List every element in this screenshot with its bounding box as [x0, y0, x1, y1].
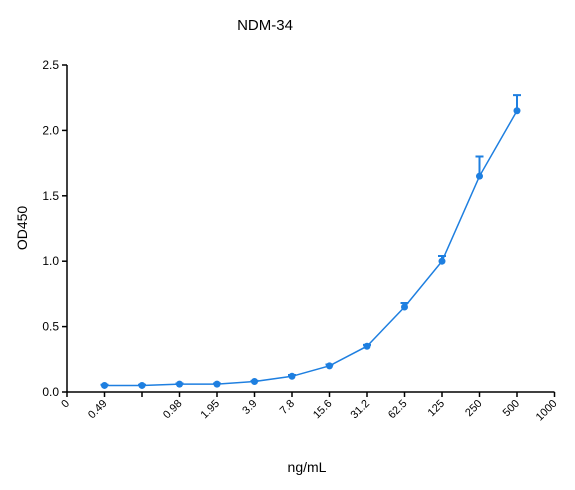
- x-tick-label: 0.49: [86, 398, 110, 422]
- data-point: [438, 257, 446, 265]
- x-tick-label: 250: [463, 398, 484, 419]
- chart-title: NDM-34: [237, 17, 293, 34]
- x-tick-label: 1000: [534, 398, 560, 424]
- data-point: [476, 172, 483, 180]
- data-point: [213, 380, 221, 388]
- series-line: [104, 110, 518, 387]
- y-tick-label: 0.5: [42, 320, 59, 334]
- y-tick-label: 1.5: [42, 189, 59, 203]
- y-axis-label: OD450: [14, 206, 30, 251]
- data-point: [326, 362, 333, 370]
- data-point: [363, 342, 371, 350]
- x-axis-label: ng/mL: [288, 459, 327, 475]
- y-tick-label: 1.0: [42, 254, 59, 268]
- data-point: [176, 380, 183, 388]
- data-point: [288, 372, 296, 380]
- x-tick-label: 62.5: [386, 398, 410, 422]
- data-point: [138, 381, 146, 389]
- x-tick-label: 1.95: [198, 398, 222, 422]
- data-point: [101, 381, 108, 389]
- y-tick-label: 2.0: [42, 123, 59, 137]
- y-tick-label: 0.0: [42, 385, 59, 399]
- data-point: [251, 378, 258, 386]
- x-tick-label: 7.8: [278, 398, 297, 417]
- x-tick-label: 0: [59, 398, 72, 411]
- data-point: [401, 303, 408, 311]
- x-tick-label: 31.2: [348, 398, 372, 422]
- x-tick-label: 15.6: [311, 398, 335, 422]
- x-tick-label: 500: [501, 398, 522, 419]
- x-tick-label: 125: [426, 398, 447, 419]
- x-tick-label: 3.9: [240, 398, 259, 417]
- x-tick-label: 0.98: [161, 398, 185, 422]
- y-tick-label: 2.5: [42, 58, 59, 72]
- data-point: [513, 107, 521, 115]
